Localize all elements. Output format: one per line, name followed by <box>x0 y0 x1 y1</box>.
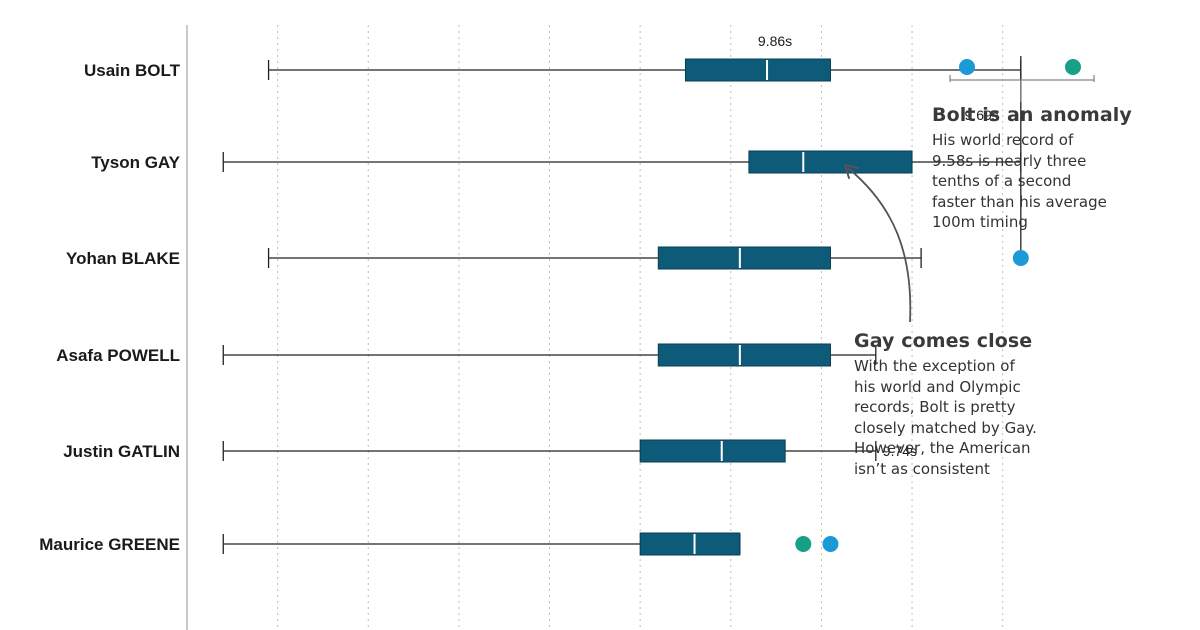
outlier-dot <box>795 536 812 552</box>
annotation-gay-line-0: With the exception of <box>854 357 1015 375</box>
annotation-gay-line-5: isn’t as consistent <box>854 459 990 478</box>
box <box>639 439 786 463</box>
annotation-gay-line-3: closely matched by Gay. <box>854 418 1037 437</box>
box <box>684 58 831 82</box>
legend-dot-blue <box>959 59 975 75</box>
annotation-bolt-line-2: tenths of a second <box>932 172 1072 190</box>
annotation-arrowhead <box>844 164 859 179</box>
legend <box>949 59 1095 102</box>
athlete-label: Asafa POWELL <box>56 346 180 365</box>
outlier-dot <box>1012 250 1029 266</box>
annotation-gay-line-2: records, Bolt is pretty <box>854 398 1016 416</box>
athlete-label: Maurice GREENE <box>39 535 180 554</box>
annotation-bolt-line-3: faster than his average <box>932 192 1107 211</box>
annotation-bolt: Bolt is an anomaly His world record of 9… <box>932 104 1132 233</box>
box-series: Usain BOLT Tyson GAY Yohan BLAKE Asafa POWE… <box>39 33 1029 556</box>
data-label: 9.86s <box>758 33 792 49</box>
annotation-bolt-title: Bolt is an anomaly <box>932 104 1132 126</box>
data-label: 9.74s <box>883 443 917 459</box>
athlete-label: Usain BOLT <box>84 61 181 80</box>
annotation-gay-line-1: his world and Olympic <box>854 377 1021 396</box>
annotation-arrow <box>847 167 912 323</box>
box <box>657 343 831 367</box>
outlier-dot <box>822 536 839 552</box>
annotation-bolt-line-0: His world record of <box>932 131 1074 149</box>
box <box>639 532 741 556</box>
athlete-label: Tyson GAY <box>91 153 180 172</box>
annotation-gay: Gay comes close With the exception of hi… <box>854 330 1074 479</box>
annotation-gay-line-4: However, the American <box>854 439 1031 457</box>
legend-dot-green <box>1065 59 1081 75</box>
athlete-label: Yohan BLAKE <box>66 249 180 268</box>
box <box>748 150 913 174</box>
data-label: 9.69s <box>965 107 999 123</box>
athlete-label: Justin GATLIN <box>63 442 180 461</box>
annotation-bolt-line-4: 100m timing <box>932 213 1028 231</box>
annotation-gay-title: Gay comes close <box>854 330 1033 352</box>
grid-lines <box>277 25 1004 630</box>
annotation-bolt-line-1: 9.58s is nearly three <box>932 151 1087 170</box>
box <box>657 246 831 270</box>
